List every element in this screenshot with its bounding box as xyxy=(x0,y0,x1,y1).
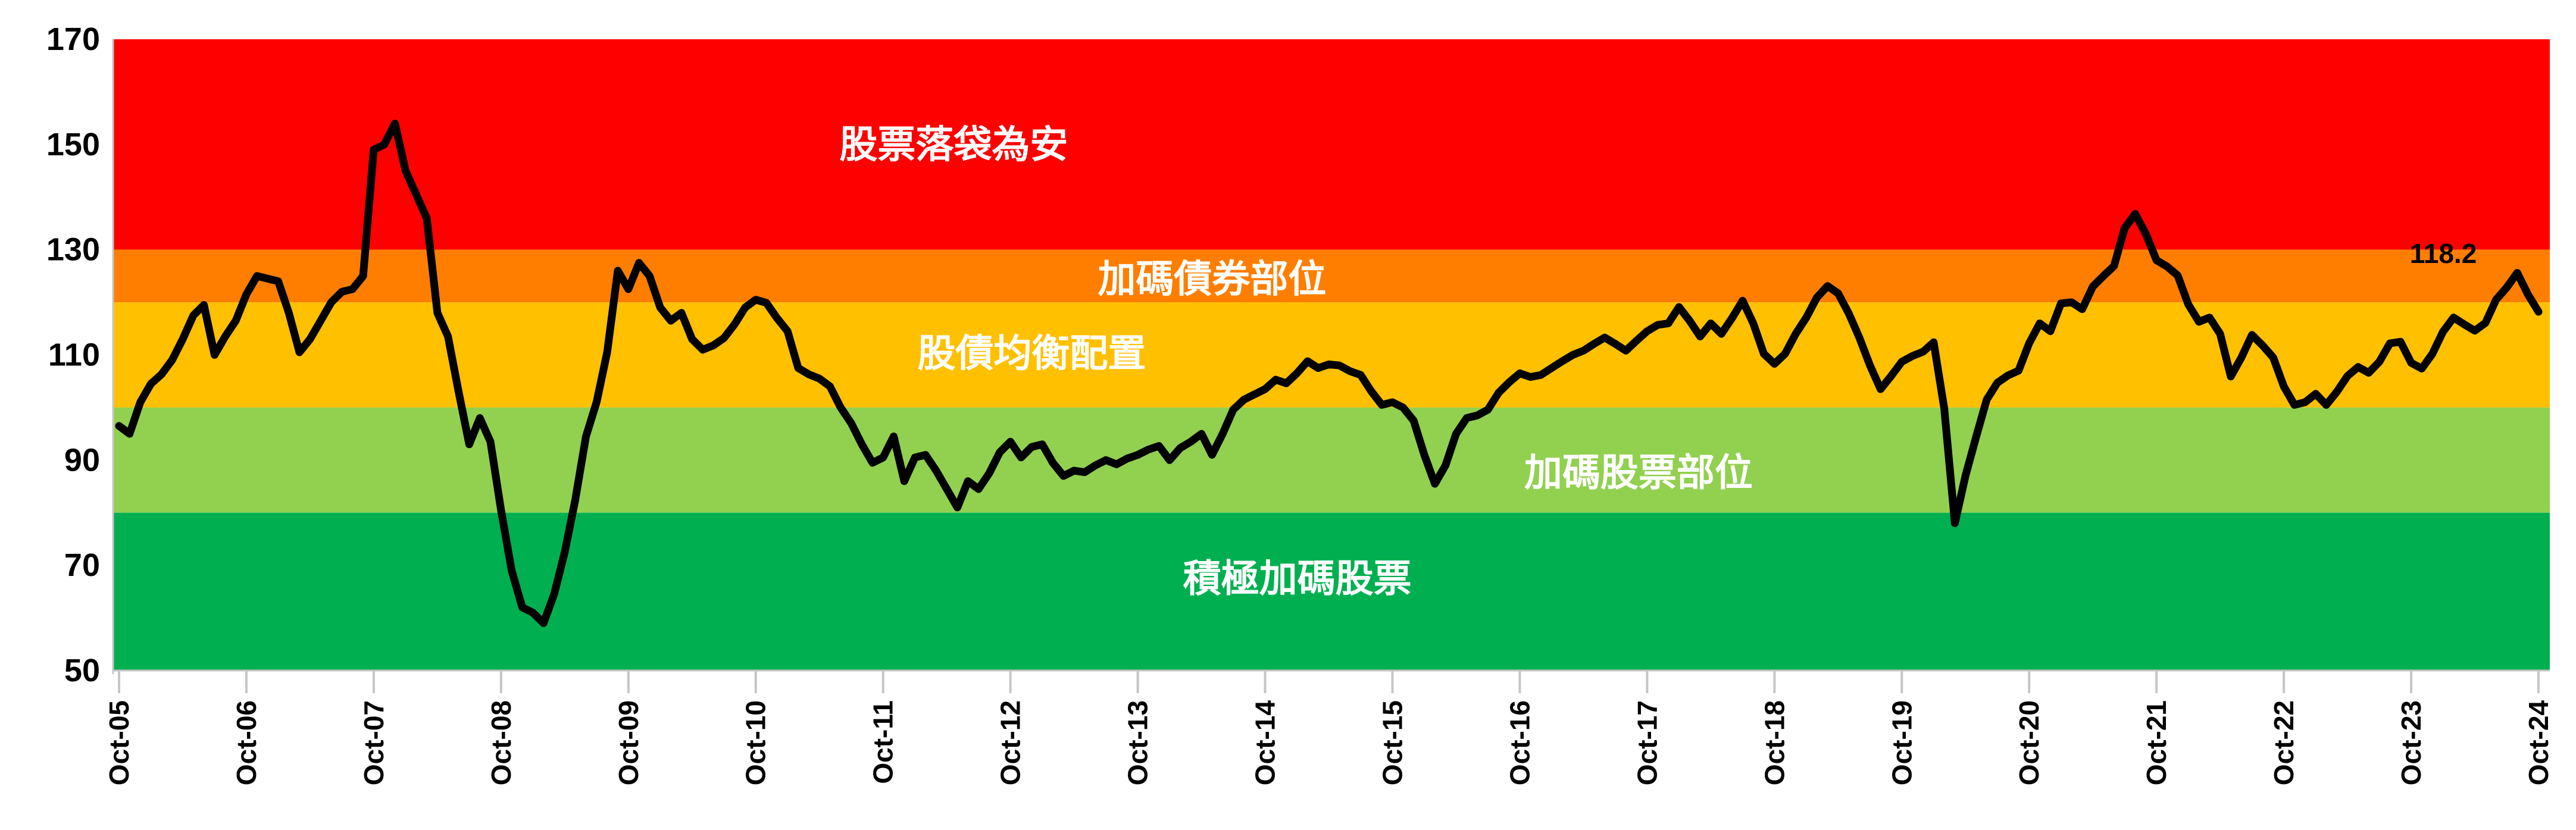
series-group xyxy=(115,120,2543,627)
x-tick-label-11: Oct-16 xyxy=(1504,700,1535,785)
x-tick-label-18: Oct-23 xyxy=(2396,700,2427,785)
x-tick-label-12: Oct-17 xyxy=(1631,700,1662,785)
x-tick-label-19: Oct-24 xyxy=(2523,700,2554,786)
y-tick-label-0: 170 xyxy=(46,21,100,57)
band-rect-2 xyxy=(113,302,2550,408)
x-tick-label-16: Oct-21 xyxy=(2141,700,2172,785)
x-tick-label-13: Oct-18 xyxy=(1759,700,1790,785)
series-line xyxy=(115,120,2543,627)
band-rect-3 xyxy=(113,407,2550,513)
y-tick-label-4: 90 xyxy=(64,442,100,478)
y-tick-label-6: 50 xyxy=(64,653,100,688)
x-tick-label-0: Oct-05 xyxy=(104,700,135,785)
x-tick-label-1: Oct-06 xyxy=(231,700,262,785)
y-tick-label-2: 130 xyxy=(46,232,100,268)
y-tick-label-3: 110 xyxy=(48,337,100,373)
band-label-2: 股債均衡配置 xyxy=(917,332,1146,375)
band-label-4: 積極加碼股票 xyxy=(1183,557,1412,600)
x-tick-label-6: Oct-11 xyxy=(868,700,899,784)
x-tick-label-14: Oct-19 xyxy=(1886,700,1917,785)
x-tick-label-15: Oct-20 xyxy=(2014,700,2044,785)
x-tick-label-7: Oct-12 xyxy=(995,700,1026,785)
x-tick-label-4: Oct-09 xyxy=(613,700,644,785)
band-label-3: 加碼股票部位 xyxy=(1524,452,1753,494)
x-tick-label-8: Oct-13 xyxy=(1123,700,1153,785)
x-tick-label-17: Oct-22 xyxy=(2268,700,2299,785)
last-value-label: 118.2 xyxy=(2410,238,2477,269)
band-rect-0 xyxy=(113,39,2550,250)
band-rect-1 xyxy=(113,249,2550,303)
y-tick-label-1: 150 xyxy=(46,127,100,162)
band-label-1: 加碼債券部位 xyxy=(1098,258,1326,300)
x-tick-label-2: Oct-07 xyxy=(358,700,389,785)
x-tick-label-3: Oct-08 xyxy=(486,700,517,785)
y-tick-label-5: 70 xyxy=(64,547,100,583)
band-label-0: 股票落袋為安 xyxy=(839,123,1068,166)
x-tick-label-10: Oct-15 xyxy=(1377,700,1408,785)
x-tick-label-5: Oct-10 xyxy=(740,700,771,785)
x-tick-label-9: Oct-14 xyxy=(1250,700,1281,786)
